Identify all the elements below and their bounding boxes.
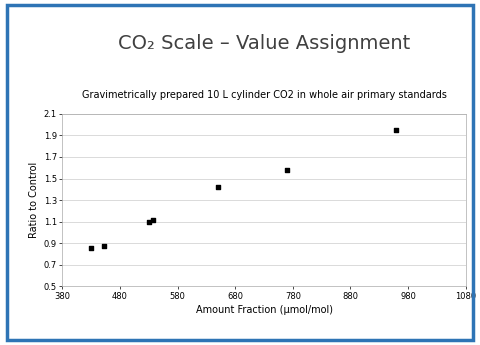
Point: [149, 217, 156, 223]
Point: [145, 219, 153, 224]
Point: [214, 184, 222, 190]
Y-axis label: Ratio to Control: Ratio to Control: [29, 162, 39, 238]
X-axis label: Amount Fraction (μmol/mol): Amount Fraction (μmol/mol): [195, 305, 333, 315]
Point: [283, 168, 291, 173]
Point: [393, 127, 400, 133]
Point: [87, 245, 95, 251]
Text: CO₂ Scale – Value Assignment: CO₂ Scale – Value Assignment: [118, 33, 410, 53]
Text: Gravimetrically prepared 10 L cylinder CO2 in whole air primary standards: Gravimetrically prepared 10 L cylinder C…: [82, 90, 446, 100]
Point: [100, 243, 108, 249]
